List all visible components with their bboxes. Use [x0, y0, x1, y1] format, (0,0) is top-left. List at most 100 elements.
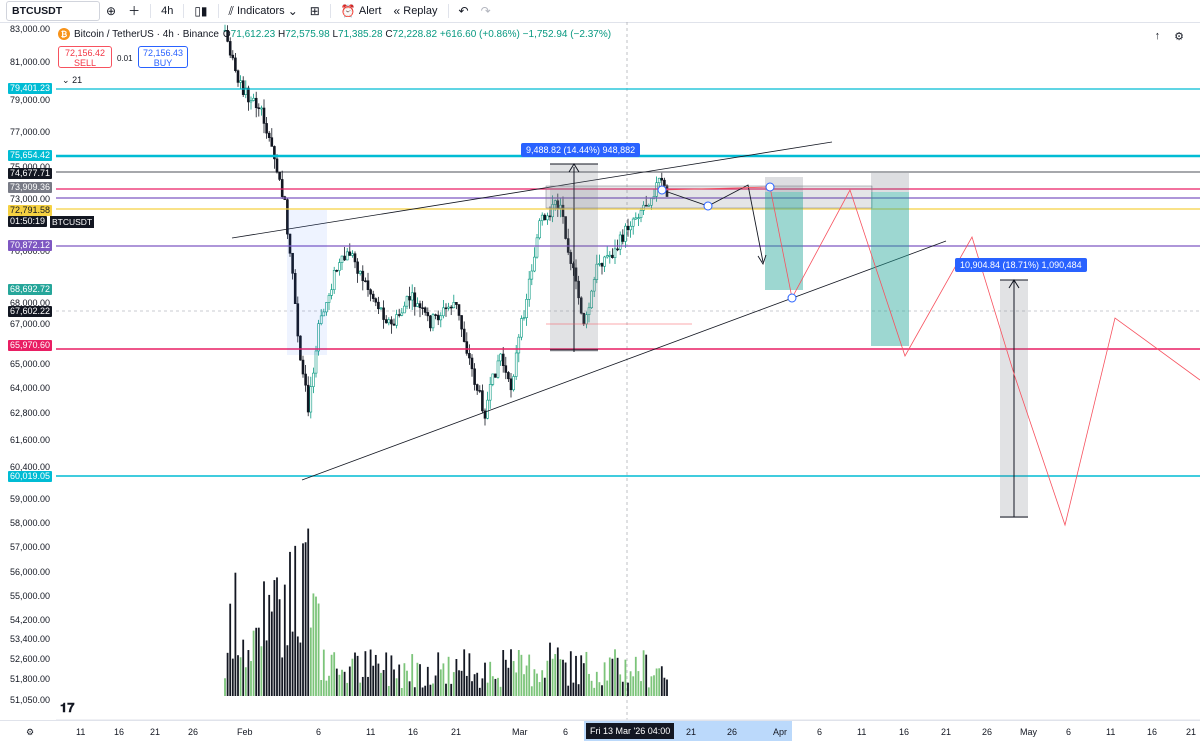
candle-body	[296, 303, 300, 337]
candle-body	[465, 341, 469, 354]
legend-title[interactable]: Bitcoin / TetherUS · 4h · Binance	[74, 28, 219, 40]
candle-body	[434, 314, 437, 316]
candle-body	[478, 390, 482, 392]
volume-bar	[291, 631, 294, 696]
volume-bar	[341, 669, 343, 696]
volume-bar	[382, 670, 385, 696]
interval-button[interactable]: 4h	[155, 2, 179, 20]
candle-body	[236, 70, 240, 83]
y-tick: 61,600.00	[10, 435, 51, 445]
volume-bar	[244, 667, 247, 696]
chart-type-button[interactable]: ▯▮	[188, 2, 213, 20]
volume-bar	[476, 672, 479, 696]
y-tick: 83,000.00	[10, 24, 51, 34]
indicators-button[interactable]: ⫽ Indicators ⌄	[223, 2, 304, 20]
top-toolbar: BTCUSDT ⊕ ＋ 4h ▯▮ ⫽ Indicators ⌄ ⊞ ⏰ Ale…	[0, 0, 1200, 23]
volume-bar	[385, 652, 388, 696]
y-tick: 65,000.00	[10, 359, 51, 369]
candle-body	[322, 311, 326, 317]
volume-bar	[666, 679, 668, 696]
candle-body	[257, 107, 261, 110]
y-tick: 77,000.00	[10, 127, 51, 137]
x-tick: 26	[982, 727, 993, 737]
candle-body	[423, 307, 427, 313]
volume-bar	[663, 677, 666, 696]
volume-bar	[582, 663, 585, 696]
candle-body	[426, 312, 430, 317]
sell-label: SELL	[73, 58, 97, 68]
volume-bar	[257, 627, 260, 696]
volume-bar	[439, 669, 442, 696]
price-chart[interactable]	[0, 22, 1200, 720]
tradingview-logo[interactable]: 𝟏𝟕	[60, 700, 75, 715]
price-axis[interactable]: 83,000.00 81,000.00 79,000.00 77,000.00 …	[0, 22, 54, 720]
candle-body	[618, 234, 622, 250]
chart-legend: ₿ Bitcoin / TetherUS · 4h · Binance O71,…	[58, 28, 611, 40]
candle-body	[327, 295, 331, 303]
volume-bar	[419, 664, 421, 696]
alert-button[interactable]: ⏰ Alert	[335, 2, 388, 20]
volume-bar	[255, 627, 258, 696]
candle-body	[280, 179, 284, 197]
settings-icon[interactable]: ⚙	[1174, 31, 1184, 43]
volume-bar	[346, 682, 349, 696]
candle-body	[429, 315, 432, 329]
redo-button[interactable]: ↷	[475, 2, 497, 20]
volume-bar	[603, 662, 606, 696]
candle-body	[353, 253, 357, 263]
candle-body	[657, 177, 661, 184]
candle-body	[332, 270, 336, 291]
candle-body	[330, 289, 333, 296]
symbol-search[interactable]: BTCUSDT	[6, 1, 100, 21]
candle-body	[501, 353, 505, 366]
candle-body	[634, 217, 638, 220]
volume-bar	[660, 666, 663, 696]
indicator-count[interactable]: ⌄ 21	[62, 75, 82, 86]
measure-label-2[interactable]: 10,904.84 (18.71%) 1,090,484	[955, 258, 1087, 272]
candle-body	[403, 305, 406, 314]
candle-body	[475, 384, 479, 391]
templates-button[interactable]: ⊞	[304, 2, 326, 20]
y-tick: 57,000.00	[10, 542, 51, 552]
arrow-up-icon[interactable]: ↑	[1154, 30, 1161, 42]
y-tick: 51,800.00	[10, 674, 51, 684]
candle-body	[252, 97, 255, 101]
price-tag-65970: 65,970.60	[8, 340, 53, 351]
replay-button[interactable]: « Replay	[388, 2, 444, 20]
y-tick: 55,000.00	[10, 591, 51, 601]
price-tag-79401: 79,401.23	[8, 83, 53, 94]
chart-corner-controls: ↑ ⚙	[1155, 30, 1184, 43]
sell-button[interactable]: 72,156.42 SELL	[58, 46, 112, 68]
measure-label-1[interactable]: 9,488.82 (14.44%) 948,882	[521, 143, 641, 157]
candle-body	[273, 146, 276, 160]
y-tick: 60,400.00	[10, 462, 51, 472]
candle-body	[231, 54, 235, 59]
volume-bar	[429, 684, 432, 696]
volume-bar	[406, 670, 408, 696]
compare-button[interactable]: ⊕	[100, 2, 122, 20]
undo-button[interactable]: ↶	[453, 2, 475, 20]
candle-body	[611, 254, 614, 258]
buy-button[interactable]: 72,156.43 BUY	[138, 46, 188, 68]
candle-body	[247, 87, 250, 103]
volume-bar	[270, 611, 273, 696]
symbol-label: BTCUSDT	[12, 5, 63, 17]
add-symbol-button[interactable]: ＋	[122, 2, 146, 20]
toolbar-divider	[447, 4, 449, 18]
settings-gear-icon[interactable]: ⚙	[26, 727, 35, 737]
volume-bar	[478, 687, 481, 696]
x-tick: 21	[941, 727, 952, 737]
volume-bar	[541, 670, 544, 696]
volume-bar	[286, 645, 289, 696]
candle-body	[239, 80, 242, 83]
time-axis[interactable]: ⚙ 11 16 21 26 Feb 6 11 16 21 Mar 6 Fri 1…	[0, 720, 1200, 741]
candle-body	[377, 301, 380, 310]
volume-bar	[403, 663, 406, 696]
close-value: 72,228.82	[392, 28, 438, 40]
sell-price: 72,156.42	[64, 48, 106, 58]
volume-bar	[263, 581, 265, 696]
volume-bars	[224, 528, 668, 696]
volume-bar	[239, 657, 242, 696]
volume-bar	[468, 653, 471, 696]
candle-body	[660, 177, 664, 181]
